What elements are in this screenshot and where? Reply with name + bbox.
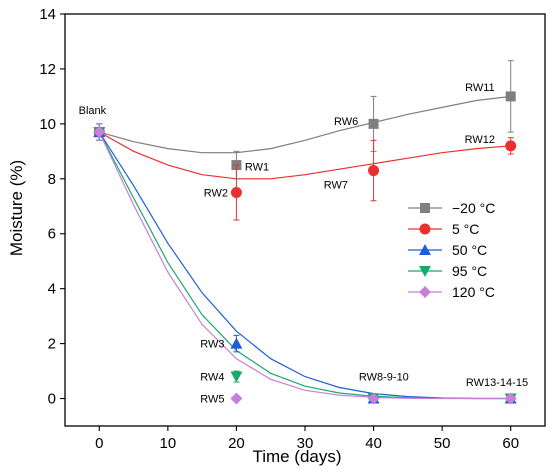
legend-label-1: −20 °C bbox=[452, 200, 495, 216]
y-axis-title: Moisture (%) bbox=[7, 160, 26, 256]
legend-label-2: 5 °C bbox=[452, 221, 479, 237]
y-tick-label: 2 bbox=[48, 336, 56, 353]
legend-marker-3 bbox=[419, 244, 431, 255]
fit-curve-5 bbox=[98, 131, 511, 400]
y-tick-label: 0 bbox=[48, 391, 56, 408]
x-axis-title: Time (days) bbox=[252, 447, 341, 466]
y-tick-label: 12 bbox=[39, 61, 56, 78]
annotation-label: RW7 bbox=[324, 179, 348, 191]
annotation-label: RW13-14-15 bbox=[466, 377, 528, 389]
legend-label-4: 95 °C bbox=[452, 263, 487, 279]
fit-curve-3 bbox=[98, 131, 511, 400]
annotation-label: RW1 bbox=[245, 161, 269, 173]
plot-area: 0 10 20 30 40 50 60 0 2 4 6 8 10 12 14 Blank RW1 RW2 RW6 RW… bbox=[39, 6, 546, 452]
fit-curve-2 bbox=[99, 131, 511, 180]
legend-marker-2 bbox=[419, 223, 431, 235]
data-point-5 bbox=[93, 126, 106, 139]
data-point-1 bbox=[505, 91, 516, 102]
data-point-4 bbox=[230, 371, 243, 383]
annotation-label: RW3 bbox=[200, 339, 224, 351]
legend-marker-4 bbox=[419, 266, 431, 277]
x-tick-label: 50 bbox=[434, 435, 451, 452]
annotation-label: RW6 bbox=[334, 116, 358, 128]
annotation-label: RW4 bbox=[200, 372, 224, 384]
legend-marker-1 bbox=[420, 203, 430, 213]
y-tick-label: 6 bbox=[48, 226, 56, 243]
annotation-label: RW8-9-10 bbox=[359, 372, 409, 384]
y-tick-label: 10 bbox=[39, 116, 56, 133]
legend-label-3: 50 °C bbox=[452, 242, 487, 258]
data-point-3 bbox=[230, 337, 243, 349]
legend-label-5: 120 °C bbox=[452, 284, 495, 300]
data-point-2 bbox=[368, 165, 380, 177]
y-tick-label: 4 bbox=[48, 281, 56, 298]
x-tick-label: 60 bbox=[502, 435, 519, 452]
data-point-5 bbox=[504, 392, 517, 405]
annotation-label: Blank bbox=[79, 105, 107, 117]
x-tick-label: 20 bbox=[228, 435, 245, 452]
data-point-5 bbox=[367, 392, 380, 405]
annotation-label: RW11 bbox=[465, 82, 495, 94]
data-point-2 bbox=[230, 187, 242, 199]
x-tick-label: 40 bbox=[365, 435, 382, 452]
plot-frame bbox=[64, 13, 546, 427]
y-tick-label: 14 bbox=[39, 6, 56, 23]
legend-marker-5 bbox=[419, 286, 431, 298]
data-point-2 bbox=[505, 140, 517, 152]
y-tick-label: 8 bbox=[48, 171, 56, 188]
annotation-label: RW5 bbox=[200, 394, 224, 406]
x-tick-label: 10 bbox=[160, 435, 177, 452]
annotation-label: RW2 bbox=[204, 188, 228, 200]
x-tick-label: 30 bbox=[297, 435, 314, 452]
annotation-label: RW12 bbox=[465, 134, 495, 146]
fit-curve-4 bbox=[98, 131, 511, 400]
x-tick-label: 0 bbox=[95, 435, 103, 452]
data-point-5 bbox=[230, 392, 243, 405]
data-point-1 bbox=[368, 118, 379, 129]
fit-curve-1 bbox=[99, 95, 511, 154]
